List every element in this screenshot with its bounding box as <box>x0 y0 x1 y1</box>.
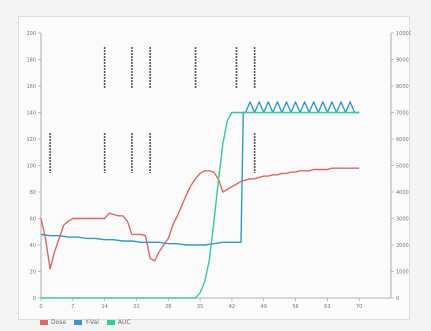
y-left-tick-label-7: 140 <box>26 111 36 117</box>
legend-swatch-0 <box>40 320 48 325</box>
y-right-tick-label-7: 7000 <box>396 111 409 117</box>
chart-card: 0 20 40 60 80 100 120 140 160 180 200 0 1000 2000 3000… <box>18 16 411 320</box>
legend-item-0: Dose <box>40 319 66 326</box>
y-left-tick-label-10: 200 <box>26 31 36 37</box>
x-tick-label-0: 0 <box>39 304 42 310</box>
y-left-tick-label-6: 120 <box>26 137 36 143</box>
y-right-tick-label-10: 10000 <box>396 31 411 37</box>
y-left-tick-label-3: 60 <box>30 217 36 223</box>
legend-label-2: AUC <box>117 319 131 326</box>
y-right-tick-label-0: 0 <box>396 296 399 302</box>
legend-item-2: AUC <box>106 319 131 326</box>
y-right-tick-label-2: 2000 <box>396 243 409 249</box>
legend-item-1: Y-Val <box>74 319 99 326</box>
series-line-auc <box>41 111 360 299</box>
x-tick-label-7: 49 <box>261 304 267 310</box>
x-tick-label-1: 7 <box>71 304 74 310</box>
x-tick-label-4: 28 <box>165 304 171 310</box>
x-tick-label-3: 21 <box>133 304 139 310</box>
y-left-tick-label-8: 160 <box>26 84 36 90</box>
y-left-tick-label-2: 40 <box>30 243 36 249</box>
legend-label-1: Y-Val <box>85 319 99 326</box>
y-left-tick-label-1: 20 <box>30 270 36 276</box>
y-right-tick-label-9: 9000 <box>396 58 409 64</box>
y-right-tick-label-4: 4000 <box>396 190 409 196</box>
y-right-tick-label-5: 5000 <box>396 164 409 170</box>
x-tick-label-5: 35 <box>197 304 203 310</box>
legend-swatch-2 <box>106 320 115 325</box>
series-line-dose <box>40 167 360 270</box>
y-right-tick-label-8: 8000 <box>396 84 409 90</box>
y-right-tick-label-1: 1000 <box>396 270 409 276</box>
x-tick-label-6: 42 <box>229 304 235 310</box>
x-tick-label-9: 63 <box>324 304 330 310</box>
y-right-tick-label-3: 3000 <box>396 217 409 223</box>
x-tick-label-2: 14 <box>101 304 107 310</box>
x-tick-label-8: 56 <box>292 304 298 310</box>
chart-svg: 0204060801001201401601802000100020003000… <box>26 31 411 310</box>
x-tick-label-10: 70 <box>356 304 362 310</box>
legend: Dose Y-Val AUC <box>40 319 131 326</box>
y-left-tick-label-9: 180 <box>26 58 36 64</box>
y-left-tick-label-4: 80 <box>30 190 36 196</box>
legend-label-0: Dose <box>51 319 67 326</box>
legend-swatch-1 <box>74 320 83 325</box>
y-left-tick-label-5: 100 <box>26 164 36 170</box>
y-right-tick-label-6: 6000 <box>396 137 409 143</box>
y-left-tick-label-0: 0 <box>33 296 36 302</box>
